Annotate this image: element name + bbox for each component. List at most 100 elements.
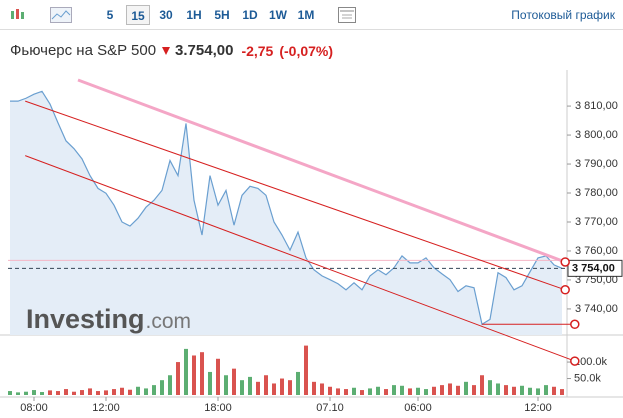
y-tick-label: 3 740,00 bbox=[575, 303, 618, 315]
drawing-handle bbox=[560, 285, 570, 295]
volume-bar bbox=[232, 368, 236, 395]
volume-bar bbox=[120, 387, 124, 395]
volume-bar bbox=[560, 389, 564, 395]
volume-bar bbox=[8, 391, 12, 395]
drawing-handle bbox=[560, 257, 570, 267]
volume-bar bbox=[424, 389, 428, 395]
volume-bar bbox=[512, 386, 516, 395]
volume-bar bbox=[376, 386, 380, 395]
volume-bar bbox=[368, 388, 372, 395]
volume-bar bbox=[536, 388, 540, 395]
last-price-box bbox=[567, 259, 623, 277]
volume-bar bbox=[416, 387, 420, 395]
interval-button[interactable]: 15 bbox=[126, 4, 150, 25]
volume-bar bbox=[128, 389, 132, 395]
volume-bar bbox=[328, 386, 332, 395]
y-tick-label: 3 760,00 bbox=[575, 245, 618, 257]
volume-bar bbox=[312, 381, 316, 395]
interval-button[interactable]: 30 bbox=[159, 7, 173, 22]
volume-bar bbox=[520, 385, 524, 395]
price-area bbox=[10, 91, 562, 335]
volume-bar bbox=[320, 383, 324, 395]
volume-bar bbox=[272, 383, 276, 395]
volume-bar bbox=[528, 387, 532, 395]
volume-tick-label: 100.0k bbox=[574, 356, 608, 368]
volume-bar bbox=[288, 380, 292, 395]
volume-bar bbox=[136, 386, 140, 395]
drawing-handle bbox=[570, 356, 580, 366]
volume-bar bbox=[200, 352, 204, 395]
volume-bar bbox=[216, 358, 220, 395]
volume-bar bbox=[296, 371, 300, 395]
price: 3.754,00 bbox=[175, 42, 234, 59]
volume-bar bbox=[352, 387, 356, 395]
header: Фьючерс на S&P 500 3.754,00 -2,75 (-0,07… bbox=[10, 42, 339, 59]
volume-bar bbox=[80, 390, 84, 395]
trend-line bbox=[77, 78, 566, 264]
volume-bar bbox=[256, 381, 260, 395]
volume-bar bbox=[280, 378, 284, 395]
area-icon[interactable] bbox=[50, 6, 72, 23]
change-pct: (-0,07%) bbox=[279, 42, 334, 59]
volume-bar bbox=[552, 386, 556, 395]
volume-bar bbox=[56, 391, 60, 395]
volume-bar bbox=[496, 383, 500, 395]
drawing-handle bbox=[570, 319, 580, 330]
volume-bar bbox=[240, 380, 244, 395]
volume-bar bbox=[112, 389, 116, 395]
y-tick-label: 3 810,00 bbox=[575, 100, 618, 112]
toolbar: 5 15 30 1H 5H 1D 1W 1M Потоковый график bbox=[0, 0, 623, 30]
volume-bar bbox=[336, 388, 340, 395]
volume-bar bbox=[248, 376, 252, 395]
instrument-title: Фьючерс на S&P 500 bbox=[10, 42, 157, 59]
volume-bar bbox=[544, 385, 548, 395]
volume-bar bbox=[88, 388, 92, 395]
volume-bar bbox=[184, 348, 188, 395]
volume-tick-label: 50.0k bbox=[574, 372, 601, 384]
volume-bar bbox=[40, 392, 44, 395]
volume-bar bbox=[344, 389, 348, 395]
volume-bar bbox=[24, 391, 28, 395]
volume-bar bbox=[440, 385, 444, 395]
volume-bar bbox=[304, 345, 308, 395]
candle-icon[interactable] bbox=[10, 7, 24, 23]
x-tick-label: 07.10 bbox=[316, 402, 344, 414]
volume-bar bbox=[64, 389, 68, 395]
trend-line bbox=[25, 155, 575, 362]
interval-button[interactable]: 1M bbox=[297, 7, 315, 22]
volume-bar bbox=[224, 375, 228, 395]
volume-bar bbox=[72, 391, 76, 395]
stream-link[interactable]: Потоковый график bbox=[511, 7, 615, 22]
x-tick-label: 08:00 bbox=[20, 402, 48, 414]
volume-bar bbox=[192, 355, 196, 395]
volume-bar bbox=[504, 385, 508, 395]
volume-bar bbox=[392, 385, 396, 395]
table-icon[interactable] bbox=[338, 6, 356, 23]
volume-bar bbox=[400, 385, 404, 395]
intervals: 5 15 30 1H 5H 1D 1W 1M bbox=[98, 4, 322, 25]
interval-button[interactable]: 5H bbox=[214, 7, 230, 22]
volume-bar bbox=[104, 390, 108, 395]
volume-bar bbox=[208, 371, 212, 395]
volume-bar bbox=[96, 391, 100, 395]
volume-bar bbox=[152, 385, 156, 395]
volume-bar bbox=[16, 392, 20, 395]
interval-button[interactable]: 5 bbox=[106, 7, 114, 22]
volume-bar bbox=[160, 380, 164, 395]
volume-bar bbox=[168, 375, 172, 395]
watermark-suffix: .com bbox=[146, 310, 192, 333]
watermark: Investing bbox=[26, 304, 145, 334]
y-tick-label: 3 770,00 bbox=[575, 216, 618, 228]
volume-bar bbox=[384, 389, 388, 395]
interval-button[interactable]: 1H bbox=[186, 7, 202, 22]
volume-bar bbox=[488, 380, 492, 395]
volume-bar bbox=[472, 385, 476, 395]
x-tick-label: 12:00 bbox=[92, 402, 120, 414]
volume-bar bbox=[264, 375, 268, 395]
volume-bar bbox=[456, 385, 460, 395]
interval-button[interactable]: 1D bbox=[242, 7, 258, 22]
interval-button[interactable]: 1W bbox=[269, 7, 287, 22]
down-arrow bbox=[162, 46, 171, 55]
volume-bar bbox=[360, 390, 364, 395]
